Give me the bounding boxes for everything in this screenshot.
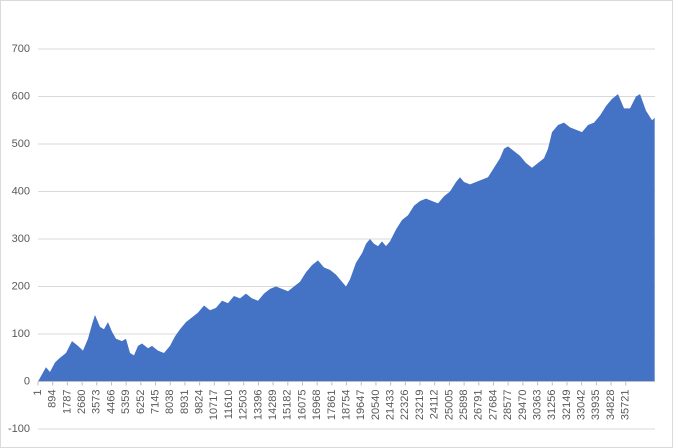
y-tick-label: 600 xyxy=(12,90,30,102)
x-tick-label: 22326 xyxy=(399,390,411,421)
x-tick-label: 4466 xyxy=(105,390,117,414)
y-tick-label: 0 xyxy=(24,375,30,387)
x-tick-label: 6252 xyxy=(135,390,147,414)
x-tick-label: 5359 xyxy=(120,390,132,414)
x-tick-label: 15182 xyxy=(282,390,294,421)
y-tick-label: 500 xyxy=(12,138,30,150)
y-tick-label: 200 xyxy=(12,280,30,292)
x-tick-label: 1 xyxy=(32,390,44,396)
x-tick-label: 7145 xyxy=(149,390,161,414)
x-tick-label: 2680 xyxy=(76,390,88,414)
y-tick-label: 300 xyxy=(12,233,30,245)
x-tick-label: 29470 xyxy=(517,390,529,421)
y-tick-label: 400 xyxy=(12,185,30,197)
x-tick-label: 25898 xyxy=(458,390,470,421)
area xyxy=(38,94,655,382)
x-tick-label: 8931 xyxy=(179,390,191,414)
x-tick-label: 26791 xyxy=(473,390,485,421)
x-tick-label: 13396 xyxy=(252,390,264,421)
y-tick-label: -100 xyxy=(8,423,30,435)
x-tick-label: 23219 xyxy=(414,390,426,421)
x-tick-label: 1787 xyxy=(61,390,73,414)
x-tick-label: 8038 xyxy=(164,390,176,414)
x-tick-label: 31256 xyxy=(546,390,558,421)
x-tick-label: 21433 xyxy=(385,390,397,421)
x-tick-label: 35721 xyxy=(620,390,632,421)
y-tick-label: 700 xyxy=(12,43,30,55)
x-tick-label: 11610 xyxy=(223,390,235,420)
x-tick-label: 16075 xyxy=(296,390,308,421)
x-tick-label: 18754 xyxy=(340,390,352,421)
y-tick-label: 100 xyxy=(12,328,30,340)
x-tick-label: 19647 xyxy=(355,390,367,421)
x-tick-label: 28577 xyxy=(502,390,514,421)
x-tick-label: 894 xyxy=(47,390,59,408)
x-tick-label: 9824 xyxy=(194,390,206,414)
x-tick-label: 30363 xyxy=(531,390,543,421)
x-tick-label: 32149 xyxy=(561,390,573,421)
x-tick-label: 24112 xyxy=(429,390,441,420)
x-tick-label: 14289 xyxy=(267,390,279,421)
x-tick-label: 33935 xyxy=(590,390,602,421)
x-tick-label: 16968 xyxy=(311,390,323,421)
x-tick-label: 12503 xyxy=(238,390,250,421)
x-tick-label: 27684 xyxy=(487,389,499,420)
x-tick-label: 20540 xyxy=(370,390,382,421)
x-tick-label: 33042 xyxy=(576,390,588,421)
x-tick-label: 10717 xyxy=(208,390,220,421)
x-tick-label: 3573 xyxy=(91,390,103,414)
x-tick-label: 25005 xyxy=(443,390,455,421)
x-tick-label: 34828 xyxy=(605,390,617,421)
x-tick-label: 17861 xyxy=(326,390,338,421)
